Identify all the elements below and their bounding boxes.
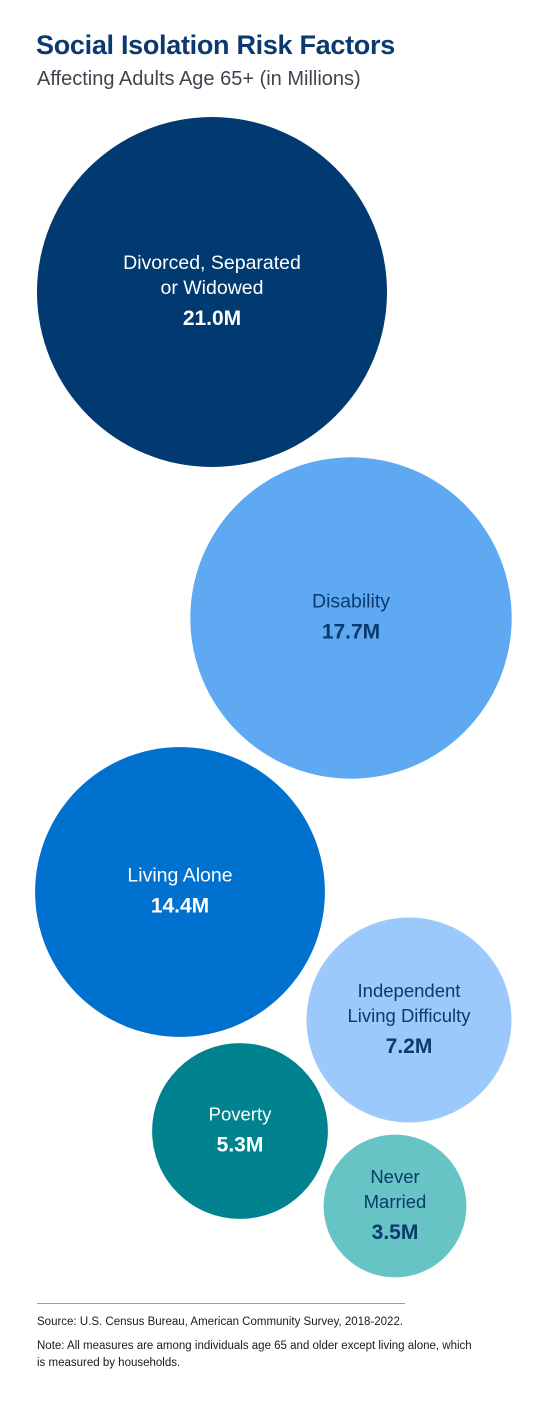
bubble-label: Married bbox=[364, 1191, 427, 1212]
bubble-circle bbox=[306, 917, 512, 1123]
bubble-value: 17.7M bbox=[322, 621, 380, 644]
chart-subtitle: Affecting Adults Age 65+ (in Millions) bbox=[37, 68, 361, 90]
bubble-independent-living-difficulty: Independent Living Difficulty 7.2M bbox=[306, 917, 512, 1123]
bubble-circle bbox=[35, 747, 325, 1037]
bubble-label: Independent bbox=[358, 980, 461, 1001]
bubble-circle bbox=[323, 1134, 467, 1278]
bubble-poverty: Poverty 5.3M bbox=[152, 1043, 328, 1219]
bubble-label: Disability bbox=[312, 591, 390, 613]
bubble-label: Living Difficulty bbox=[347, 1005, 471, 1026]
bubble-label: Never bbox=[370, 1166, 419, 1187]
bubble-circle bbox=[190, 457, 512, 779]
bubble-living-alone: Living Alone 14.4M bbox=[35, 747, 325, 1037]
bubble-value: 3.5M bbox=[372, 1221, 419, 1244]
bubble-label: or Widowed bbox=[161, 277, 264, 299]
bubble-circle bbox=[37, 117, 387, 467]
bubble-value: 5.3M bbox=[217, 1134, 264, 1157]
bubble-label: Poverty bbox=[209, 1104, 272, 1125]
bubble-circle bbox=[152, 1043, 328, 1219]
bubble-chart: Divorced, Separated or Widowed 21.0M Disabi… bbox=[35, 117, 512, 1278]
bubble-label: Living Alone bbox=[127, 865, 232, 887]
bubble-value: 7.2M bbox=[386, 1035, 433, 1058]
source-note: Source: U.S. Census Bureau, American Com… bbox=[37, 1316, 404, 1328]
methodology-note: Note: All measures are among individuals… bbox=[37, 1340, 472, 1369]
bubble-label: Divorced, Separated bbox=[123, 252, 301, 274]
chart-title: Social Isolation Risk Factors bbox=[36, 30, 395, 60]
bubble-value: 14.4M bbox=[151, 895, 209, 918]
bubble-disability: Disability 17.7M bbox=[190, 457, 512, 779]
bubble-never-married: Never Married 3.5M bbox=[323, 1134, 467, 1278]
bubble-divorced-separated-widowed: Divorced, Separated or Widowed 21.0M bbox=[37, 117, 387, 467]
bubble-value: 21.0M bbox=[183, 307, 241, 330]
footer-divider bbox=[37, 1303, 405, 1304]
